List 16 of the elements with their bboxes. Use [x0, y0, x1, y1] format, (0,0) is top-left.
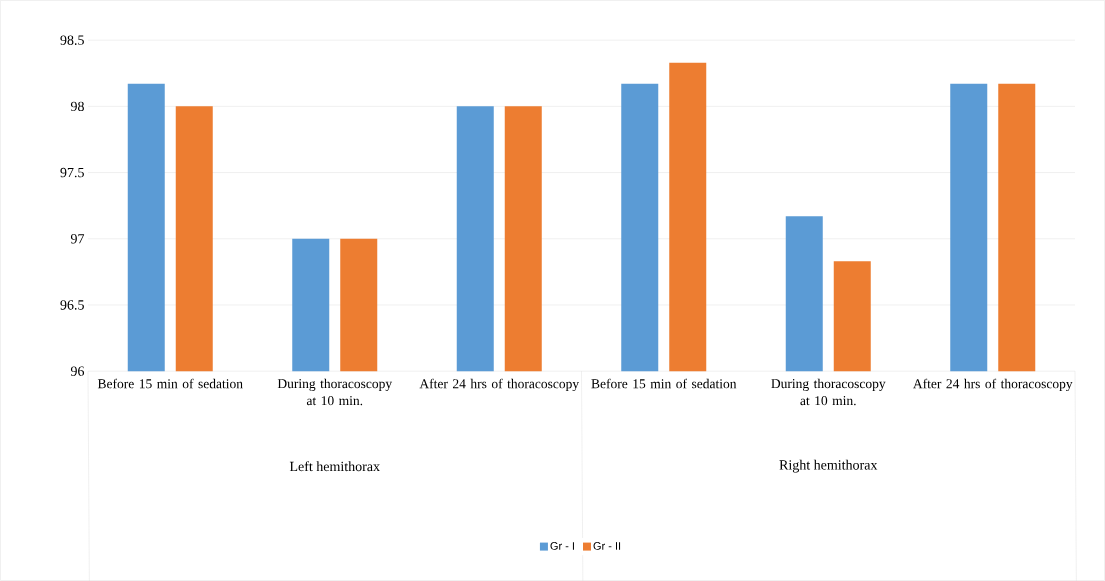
legend-label: Gr - I [550, 542, 574, 550]
text: Right hemithorax [779, 459, 878, 473]
y-tick-label: 97.5 [60, 167, 84, 178]
y-tick-label: 96.5 [60, 300, 84, 310]
y-tick-label: 98.5 [60, 35, 84, 45]
x-tick-label: After 24 hrs of thoracoscopy [913, 378, 1073, 392]
x-tick-label: During thoracoscopy at 10 min. [277, 378, 393, 406]
x-tick-label: Before 15 min of sedation [97, 378, 243, 389]
y-tick-label: 97 [70, 234, 85, 244]
x-tick-label: Before 15 min of sedation [591, 378, 737, 389]
y-tick-label: 98 [70, 101, 84, 112]
legend-label: Gr - II [593, 542, 621, 550]
text: Left hemithorax [289, 461, 380, 472]
x-tick-label: During thoracoscopy at 10 min. [771, 378, 886, 406]
x-tick-label: After 24 hrs of thoracoscopy [419, 378, 580, 392]
y-tick-label: 96 [70, 366, 85, 376]
